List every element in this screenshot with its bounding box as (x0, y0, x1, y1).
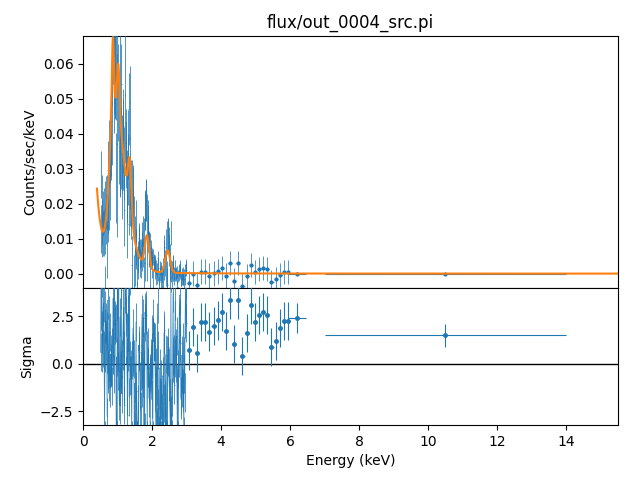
Y-axis label: Sigma: Sigma (20, 335, 35, 378)
Title: flux/out_0004_src.pi: flux/out_0004_src.pi (267, 13, 434, 32)
X-axis label: Energy (keV): Energy (keV) (306, 454, 395, 468)
Y-axis label: Counts/sec/keV: Counts/sec/keV (23, 108, 37, 215)
